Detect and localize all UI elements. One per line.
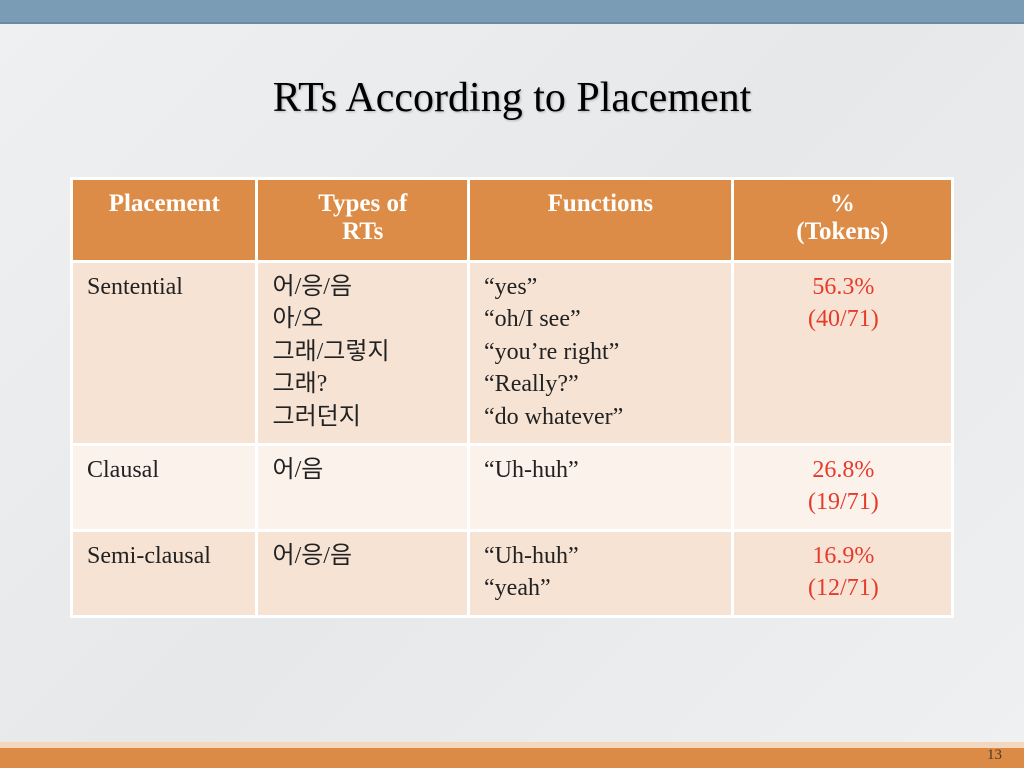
table-row: Clausal 어/음 “Uh-huh” 26.8% (19/71) [73,446,951,529]
slide-body: RTs According to Placement Placement Typ… [0,24,1024,618]
cell-placement: Semi-clausal [73,532,255,615]
col-header-functions: Functions [470,180,731,260]
cell-types: 어/음 [258,446,467,529]
slide-title: RTs According to Placement [70,74,954,122]
cell-pct: 26.8% (19/71) [734,446,951,529]
table-row: Sentential 어/응/음 아/오 그래/그렇지 그래? 그러던지 “ye… [73,263,951,443]
placement-table: Placement Types of RTs Functions % (Toke… [70,177,954,618]
cell-pct: 16.9% (12/71) [734,532,951,615]
table-row: Semi-clausal 어/응/음 “Uh-huh” “yeah” 16.9%… [73,532,951,615]
cell-types: 어/응/음 아/오 그래/그렇지 그래? 그러던지 [258,263,467,443]
cell-functions: “Uh-huh” “yeah” [470,532,731,615]
cell-functions: “Uh-huh” [470,446,731,529]
top-accent-bar [0,0,1024,24]
cell-pct: 56.3% (40/71) [734,263,951,443]
table-header-row: Placement Types of RTs Functions % (Toke… [73,180,951,260]
bottom-accent-bar: 13 [0,742,1024,768]
page-number: 13 [987,747,1002,764]
col-header-types: Types of RTs [258,180,467,260]
cell-placement: Clausal [73,446,255,529]
cell-types: 어/응/음 [258,532,467,615]
col-header-pct: % (Tokens) [734,180,951,260]
col-header-placement: Placement [73,180,255,260]
cell-functions: “yes” “oh/I see” “you’re right” “Really?… [470,263,731,443]
cell-placement: Sentential [73,263,255,443]
